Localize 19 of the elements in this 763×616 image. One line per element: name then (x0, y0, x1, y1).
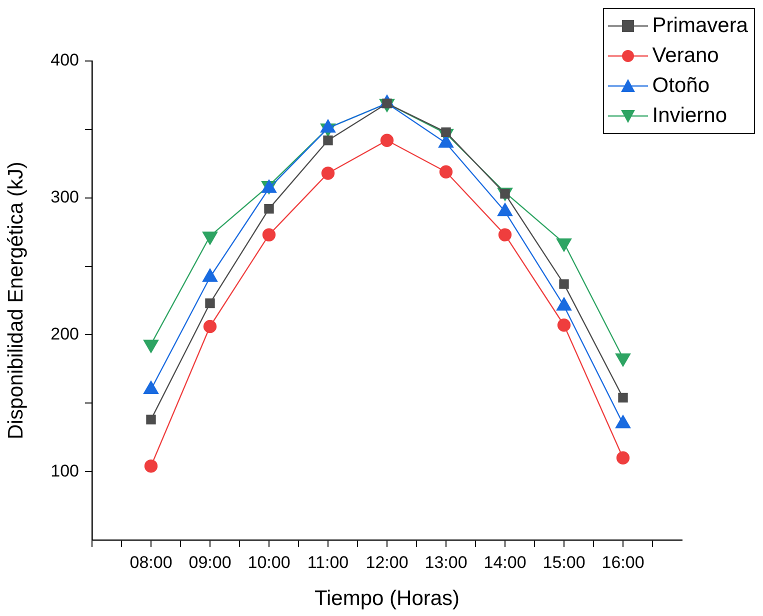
x-tick-label: 09:00 (188, 552, 232, 572)
x-tick-label: 16:00 (602, 552, 644, 572)
legend-label: Invierno (652, 103, 728, 129)
x-tick-label: 13:00 (424, 552, 468, 572)
x-axis-title: Tiempo (Horas) (314, 587, 460, 610)
y-tick-label: 300 (50, 188, 79, 207)
y-axis-title: Disponibilidad Energética (kJ) (4, 162, 28, 440)
x-tick-label: 11:00 (307, 552, 349, 572)
y-tick-label: 200 (50, 324, 79, 344)
legend-label: Otoño (652, 73, 710, 99)
x-tick-label: 14:00 (484, 552, 526, 572)
x-tick-label: 10:00 (248, 552, 290, 572)
y-tick-label: 100 (50, 461, 79, 480)
x-tick-label: 15:00 (542, 552, 586, 572)
x-tick-label: 12:00 (366, 552, 408, 572)
legend-label: Primavera (652, 13, 748, 39)
legend-label: Verano (652, 43, 719, 69)
x-tick-label: 08:00 (130, 552, 172, 572)
y-tick-label: 400 (50, 50, 79, 70)
